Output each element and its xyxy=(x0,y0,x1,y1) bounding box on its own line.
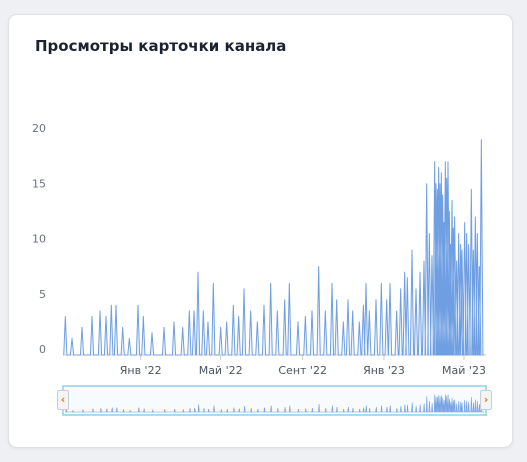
series-views xyxy=(63,139,484,356)
y-tick-label: 15 xyxy=(32,177,46,190)
x-tick-label: Сент '22 xyxy=(278,364,327,377)
x-axis: Янв '22 Май '22 Сент '22 Янв '23 Май '23 xyxy=(64,354,486,377)
y-tick-label: 20 xyxy=(32,122,46,135)
y-tick-label: 0 xyxy=(39,343,46,356)
navigator-series xyxy=(65,392,484,413)
chevron-right-icon: › xyxy=(483,393,489,406)
x-tick-label: Янв '22 xyxy=(120,364,162,377)
x-tick-label: Май '22 xyxy=(199,364,243,377)
y-tick-label: 10 xyxy=(32,233,46,246)
chart-card: Просмотры карточки канала xyxy=(8,14,513,448)
chart-title: Просмотры карточки канала xyxy=(35,37,287,55)
x-tick-label: Май '23 xyxy=(442,364,486,377)
navigator-frame[interactable] xyxy=(62,385,487,416)
y-tick-label: 5 xyxy=(39,288,46,301)
navigator[interactable] xyxy=(62,385,487,416)
navigator-right-handle[interactable]: › xyxy=(480,390,492,410)
y-axis: 0 5 10 15 20 xyxy=(32,122,46,356)
x-tick-label: Янв '23 xyxy=(363,364,405,377)
series-line xyxy=(63,139,484,356)
chevron-left-icon: ‹ xyxy=(60,393,66,406)
navigator-left-handle[interactable]: ‹ xyxy=(57,390,69,410)
